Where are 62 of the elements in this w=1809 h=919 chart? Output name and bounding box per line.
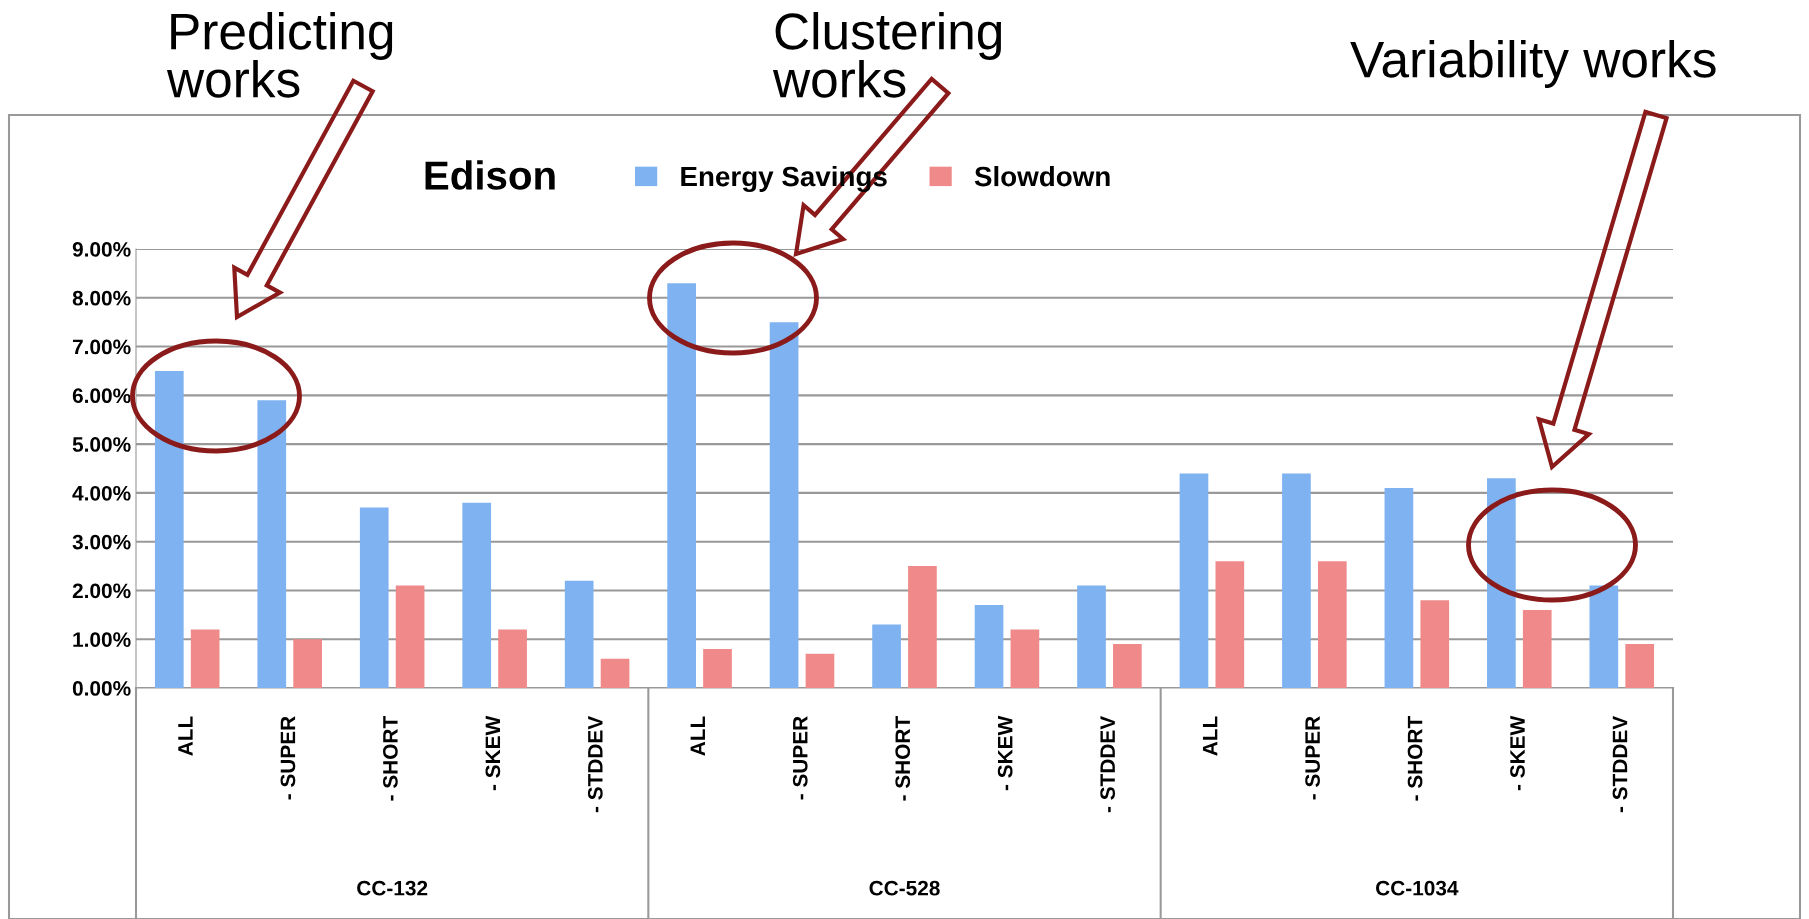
bar xyxy=(769,322,799,688)
bar xyxy=(1215,561,1245,688)
y-tick-label: 2.00% xyxy=(72,583,131,599)
bar xyxy=(1282,473,1311,688)
bar xyxy=(395,585,425,688)
x-tick-label: - SHORT xyxy=(383,716,398,801)
bar xyxy=(564,580,594,688)
bar xyxy=(359,507,389,688)
text: CC-528 xyxy=(869,880,940,896)
bar xyxy=(908,566,937,688)
bar xyxy=(154,370,184,688)
x-tick-label: - STDDEV xyxy=(587,715,603,813)
bar xyxy=(462,502,492,688)
chart-title: Edison xyxy=(425,160,555,190)
bar xyxy=(1589,585,1619,688)
y-tick-label: 4.00% xyxy=(72,485,131,501)
bar xyxy=(190,629,220,688)
bar xyxy=(1010,629,1040,688)
bar xyxy=(1420,600,1450,688)
bar xyxy=(1487,478,1516,688)
bar xyxy=(1522,609,1552,688)
bar xyxy=(1077,585,1106,688)
x-tick-label: - SKEW xyxy=(1510,715,1525,791)
x-tick-label: - STDDEV xyxy=(1100,715,1116,813)
x-tick-label: - SUPER xyxy=(792,716,808,800)
bar xyxy=(1179,473,1209,688)
bar xyxy=(872,624,901,688)
bar xyxy=(293,639,322,688)
x-tick-label: - SUPER xyxy=(280,716,296,800)
bar xyxy=(257,400,287,688)
y-tick-label: 1.00% xyxy=(73,632,131,647)
x-tick-label: - SUPER xyxy=(1305,716,1320,800)
bar xyxy=(1625,644,1655,688)
text: CC-132 xyxy=(357,880,428,896)
bar xyxy=(1113,644,1142,688)
x-tick-label: ALL xyxy=(178,716,193,756)
bar xyxy=(974,605,1004,688)
x-tick-label: - SKEW xyxy=(485,715,501,791)
legend-label: Slowdown xyxy=(974,165,1110,187)
bar xyxy=(498,629,527,688)
bar xyxy=(703,648,732,688)
bar xyxy=(600,658,630,688)
x-tick-label: ALL xyxy=(690,716,705,756)
y-tick-label: 3.00% xyxy=(72,534,131,550)
bar xyxy=(1317,561,1347,688)
text: Predicting works xyxy=(166,12,393,98)
bar xyxy=(667,283,696,688)
y-tick-label: 7.00% xyxy=(72,339,131,355)
bar xyxy=(1384,488,1414,688)
x-tick-label: - SHORT xyxy=(1407,716,1423,801)
text: Variability works xyxy=(1350,40,1716,88)
y-tick-label: 5.00% xyxy=(72,437,131,452)
x-tick-label: - SHORT xyxy=(895,716,911,801)
x-tick-label: ALL xyxy=(1202,716,1218,756)
bar xyxy=(805,653,835,688)
y-tick-label: 0.00% xyxy=(72,681,131,696)
x-tick-label: - SKEW xyxy=(997,715,1013,791)
x-tick-label: - STDDEV xyxy=(1612,715,1628,813)
text: Clustering works xyxy=(772,12,1002,98)
text: CC-1034 xyxy=(1376,880,1459,896)
y-tick-label: 8.00% xyxy=(72,290,131,306)
y-tick-label: 9.00% xyxy=(72,242,131,257)
